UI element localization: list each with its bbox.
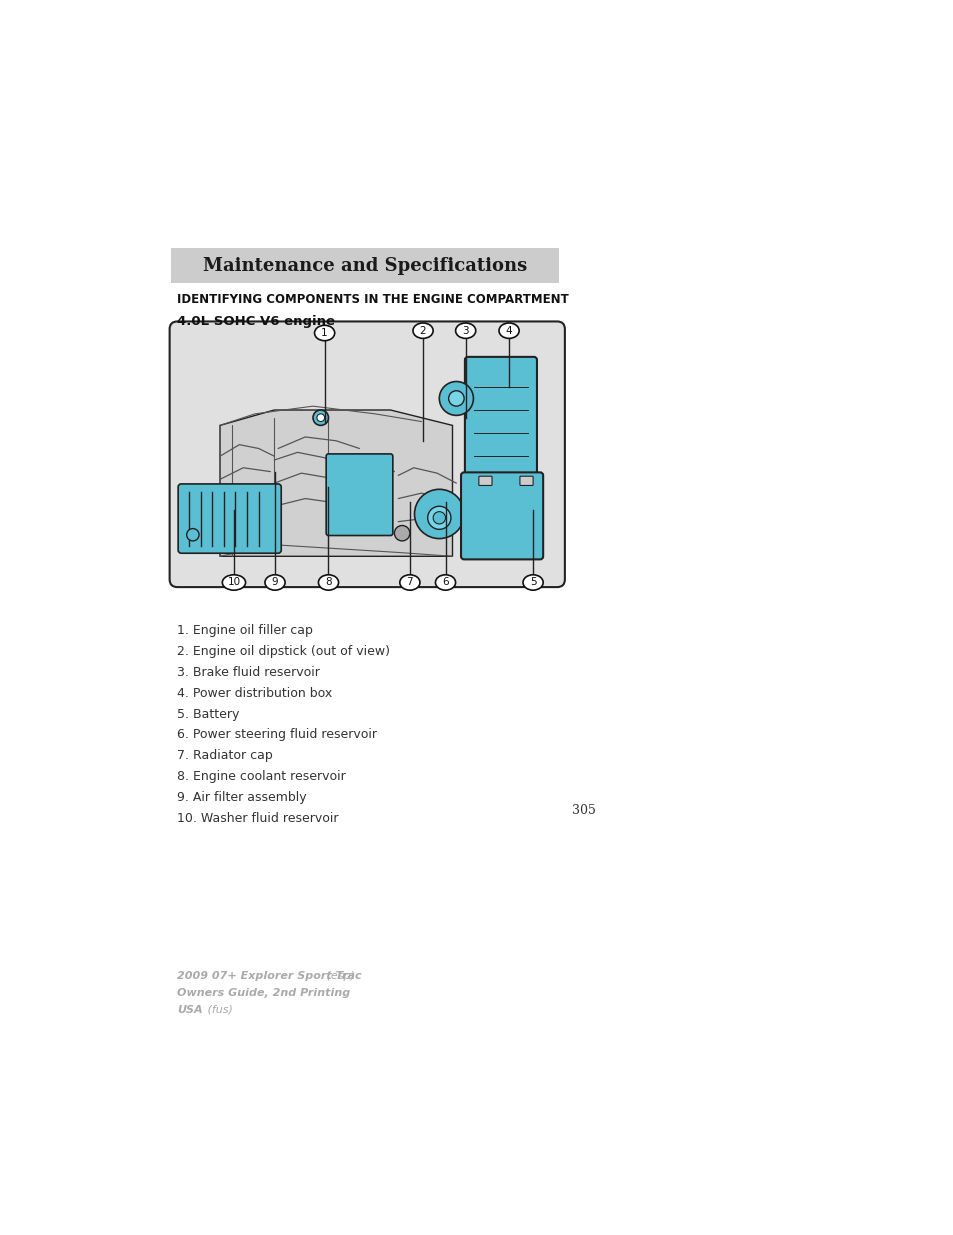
Circle shape [316, 414, 324, 421]
Text: 5: 5 [529, 578, 536, 588]
Text: 3. Brake fluid reservoir: 3. Brake fluid reservoir [177, 666, 320, 679]
Circle shape [439, 382, 473, 415]
Text: (fus): (fus) [204, 1005, 233, 1015]
FancyBboxPatch shape [171, 248, 558, 283]
Text: 6: 6 [442, 578, 448, 588]
Circle shape [187, 529, 199, 541]
Text: 2: 2 [419, 326, 426, 336]
Text: Owners Guide, 2nd Printing: Owners Guide, 2nd Printing [177, 988, 351, 998]
FancyBboxPatch shape [464, 357, 537, 478]
Polygon shape [220, 410, 452, 556]
Text: 10. Washer fluid reservoir: 10. Washer fluid reservoir [177, 811, 338, 825]
Text: USA: USA [177, 1005, 203, 1015]
Text: 5. Battery: 5. Battery [177, 708, 239, 721]
Text: 10: 10 [227, 578, 240, 588]
Text: 6. Power steering fluid reservoir: 6. Power steering fluid reservoir [177, 729, 377, 741]
Text: 305: 305 [572, 804, 596, 816]
FancyBboxPatch shape [478, 477, 492, 485]
Text: 2. Engine oil dipstick (out of view): 2. Engine oil dipstick (out of view) [177, 645, 390, 658]
Text: 7. Radiator cap: 7. Radiator cap [177, 750, 273, 762]
Ellipse shape [413, 324, 433, 338]
Text: 8. Engine coolant reservoir: 8. Engine coolant reservoir [177, 769, 346, 783]
FancyBboxPatch shape [170, 321, 564, 587]
Ellipse shape [435, 574, 456, 590]
Ellipse shape [318, 574, 338, 590]
FancyBboxPatch shape [519, 477, 533, 485]
Circle shape [433, 511, 445, 524]
Ellipse shape [399, 574, 419, 590]
Ellipse shape [265, 574, 285, 590]
Text: 4.0L SOHC V6 engine: 4.0L SOHC V6 engine [177, 315, 335, 329]
FancyBboxPatch shape [326, 454, 393, 536]
Text: 9. Air filter assembly: 9. Air filter assembly [177, 790, 307, 804]
FancyBboxPatch shape [178, 484, 281, 553]
FancyBboxPatch shape [460, 472, 542, 559]
Text: 7: 7 [406, 578, 413, 588]
Ellipse shape [314, 325, 335, 341]
Text: Maintenance and Specifications: Maintenance and Specifications [203, 257, 526, 274]
Circle shape [448, 390, 464, 406]
Text: (esp): (esp) [323, 971, 355, 981]
Ellipse shape [498, 324, 518, 338]
Text: 8: 8 [325, 578, 332, 588]
Text: 1. Engine oil filler cap: 1. Engine oil filler cap [177, 625, 313, 637]
Circle shape [394, 526, 410, 541]
Text: 3: 3 [462, 326, 469, 336]
Ellipse shape [456, 324, 476, 338]
Circle shape [313, 410, 328, 425]
Text: 1: 1 [321, 329, 328, 338]
Text: 4. Power distribution box: 4. Power distribution box [177, 687, 333, 700]
Ellipse shape [222, 574, 245, 590]
Text: IDENTIFYING COMPONENTS IN THE ENGINE COMPARTMENT: IDENTIFYING COMPONENTS IN THE ENGINE COM… [177, 294, 569, 306]
Text: 2009 07+ Explorer Sport Trac: 2009 07+ Explorer Sport Trac [177, 971, 361, 981]
Text: 4: 4 [505, 326, 512, 336]
Circle shape [415, 489, 464, 538]
Ellipse shape [522, 574, 542, 590]
Text: 9: 9 [272, 578, 278, 588]
Circle shape [427, 506, 451, 530]
